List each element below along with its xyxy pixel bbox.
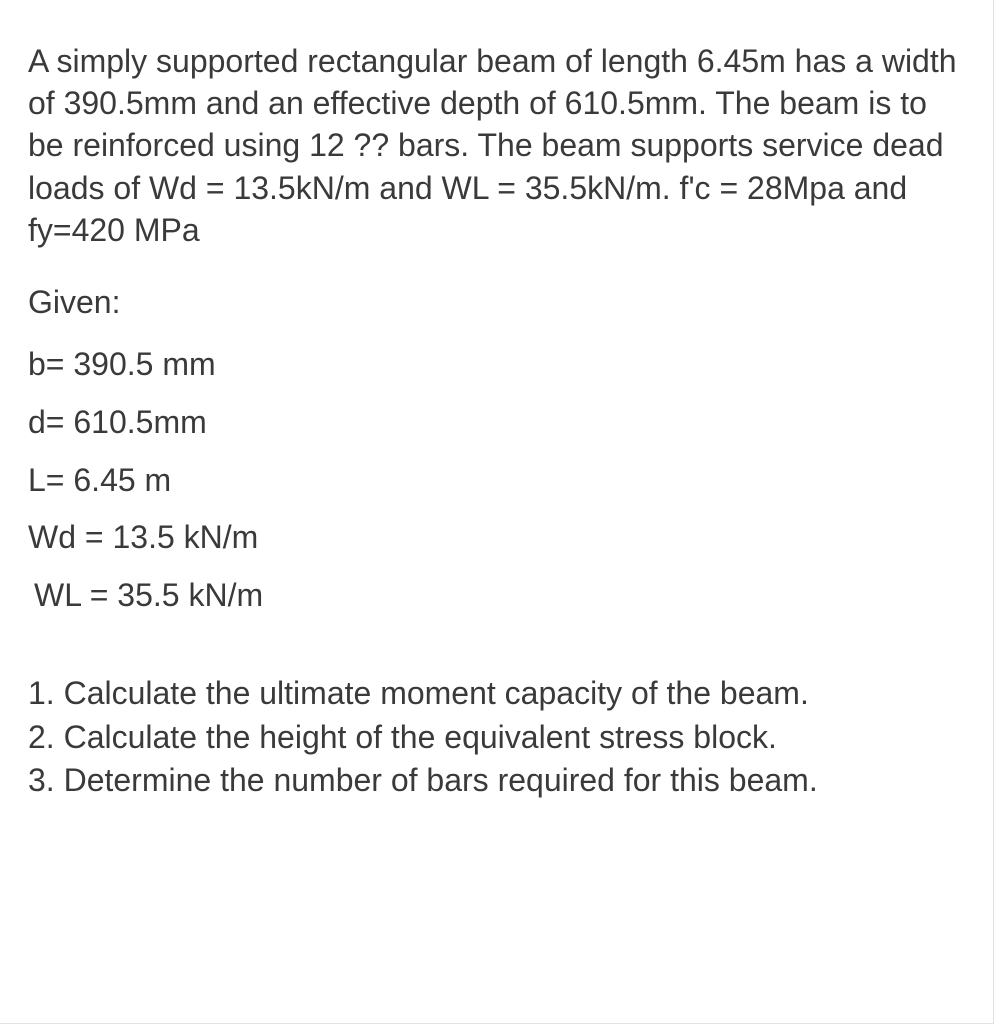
given-list: b= 390.5 mm d= 610.5mm L= 6.45 m Wd = 13… <box>28 336 965 624</box>
problem-text: A simply supported rectangular beam of l… <box>28 43 957 248</box>
page-container: A simply supported rectangular beam of l… <box>0 0 994 1024</box>
questions-block: 1. Calculate the ultimate moment capacit… <box>28 672 965 803</box>
given-item: b= 390.5 mm <box>28 336 965 394</box>
given-item: d= 610.5mm <box>28 394 965 452</box>
given-item: Wd = 13.5 kN/m <box>28 509 965 567</box>
problem-statement: A simply supported rectangular beam of l… <box>28 40 965 251</box>
given-item: WL = 35.5 kN/m <box>28 567 965 625</box>
question-item: 1. Calculate the ultimate moment capacit… <box>28 672 965 716</box>
given-item: L= 6.45 m <box>28 452 965 510</box>
question-item: 3. Determine the number of bars required… <box>28 759 965 803</box>
question-item: 2. Calculate the height of the equivalen… <box>28 716 965 760</box>
given-heading: Given: <box>28 277 965 328</box>
